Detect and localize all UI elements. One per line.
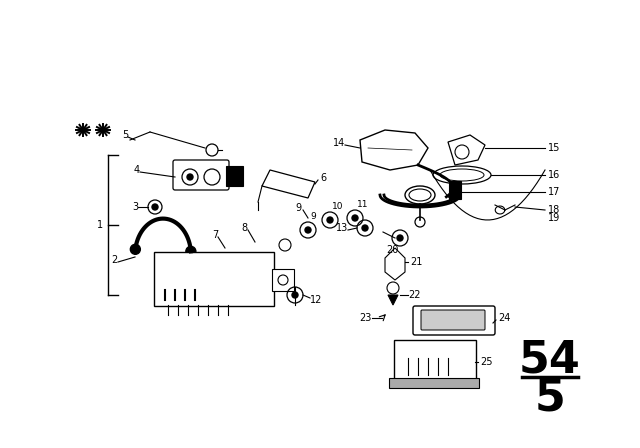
Circle shape	[327, 217, 333, 223]
Polygon shape	[262, 170, 315, 198]
Circle shape	[152, 204, 158, 210]
Text: 19: 19	[548, 213, 560, 223]
Text: 8: 8	[242, 223, 248, 233]
FancyBboxPatch shape	[413, 306, 495, 335]
Circle shape	[187, 174, 193, 180]
Text: 25: 25	[480, 357, 493, 367]
Text: 9: 9	[310, 211, 316, 220]
Text: 5: 5	[122, 130, 128, 140]
Text: 23: 23	[360, 313, 372, 323]
Circle shape	[305, 227, 311, 233]
Text: 9: 9	[296, 203, 302, 213]
FancyBboxPatch shape	[226, 166, 243, 186]
Text: 5: 5	[534, 376, 565, 419]
FancyBboxPatch shape	[154, 252, 274, 306]
Text: 24: 24	[498, 313, 510, 323]
Text: 4: 4	[134, 165, 140, 175]
Text: 22: 22	[408, 290, 420, 300]
Text: 17: 17	[548, 187, 561, 197]
Polygon shape	[388, 295, 398, 305]
Text: 12: 12	[310, 295, 323, 305]
Text: 6: 6	[320, 173, 326, 183]
Text: 54: 54	[519, 339, 581, 382]
Circle shape	[186, 246, 196, 256]
Text: 16: 16	[548, 170, 560, 180]
FancyBboxPatch shape	[449, 181, 461, 199]
Text: 11: 11	[357, 199, 369, 208]
FancyBboxPatch shape	[394, 340, 476, 384]
FancyBboxPatch shape	[173, 160, 229, 190]
FancyBboxPatch shape	[421, 310, 485, 330]
Ellipse shape	[433, 166, 491, 184]
Text: 15: 15	[548, 143, 561, 153]
Text: 10: 10	[332, 202, 344, 211]
Text: 20: 20	[386, 245, 398, 255]
FancyBboxPatch shape	[389, 378, 479, 388]
Text: 2: 2	[112, 255, 118, 265]
Text: 14: 14	[333, 138, 345, 148]
Circle shape	[397, 235, 403, 241]
Text: 18: 18	[548, 205, 560, 215]
Text: 7: 7	[212, 230, 218, 240]
FancyBboxPatch shape	[272, 269, 294, 291]
Polygon shape	[360, 130, 428, 170]
Text: 1: 1	[97, 220, 103, 230]
Circle shape	[292, 292, 298, 298]
Text: 21: 21	[410, 257, 422, 267]
Circle shape	[131, 244, 140, 254]
Polygon shape	[385, 248, 405, 280]
Circle shape	[362, 225, 368, 231]
Polygon shape	[448, 135, 485, 165]
Text: 13: 13	[336, 223, 348, 233]
Ellipse shape	[405, 186, 435, 204]
Ellipse shape	[409, 189, 431, 201]
Ellipse shape	[440, 169, 484, 181]
Text: 3: 3	[132, 202, 138, 212]
Circle shape	[352, 215, 358, 221]
